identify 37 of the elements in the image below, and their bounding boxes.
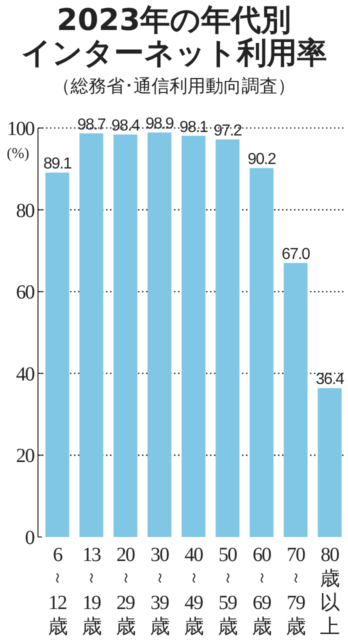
x-tick-label: 30～39歳 — [150, 544, 170, 638]
y-tick-label: 80 — [16, 200, 35, 222]
data-label: 67.0 — [282, 246, 310, 263]
data-label: 36.4 — [316, 371, 345, 388]
data-label: 98.1 — [180, 118, 208, 136]
bar — [113, 134, 138, 537]
x-tick-label: 6～12歳 — [48, 544, 68, 638]
x-tick-label: 70～79歳 — [286, 544, 306, 638]
bar — [216, 139, 240, 537]
x-tick-label: 80歳以上 — [320, 544, 340, 638]
y-tick-label: 0 — [25, 527, 35, 549]
data-label: 89.1 — [43, 156, 72, 173]
bar — [79, 133, 104, 537]
bar — [182, 136, 206, 537]
bar — [250, 168, 274, 537]
chart-title: 2023年の年代別 — [56, 3, 292, 38]
x-tick-label: 50～59歳 — [218, 544, 238, 638]
data-label: 98.9 — [145, 116, 174, 132]
bar — [318, 388, 342, 537]
data-label: 98.7 — [77, 116, 106, 134]
data-label: 90.2 — [248, 151, 276, 168]
y-tick-label: 20 — [16, 445, 35, 468]
x-tick-label: 13～19歳 — [82, 544, 102, 638]
data-label: 98.4 — [111, 118, 140, 135]
y-tick-label: 100 — [7, 118, 35, 140]
x-tick-label: 60～69歳 — [252, 544, 272, 638]
chart-subtitle: インターネット利用率 — [21, 36, 327, 71]
x-tick-label: 40～49歳 — [184, 544, 204, 638]
bar — [45, 172, 70, 537]
bar — [284, 262, 308, 537]
y-tick-label: 60 — [16, 282, 35, 304]
y-tick-label: 40 — [16, 363, 35, 386]
data-label: 97.2 — [214, 122, 242, 140]
y-axis-title: (%) — [6, 146, 30, 162]
text: （総務省･通信利用動向調査） — [52, 76, 296, 97]
bar — [148, 132, 172, 537]
x-tick-label: 20～29歳 — [116, 544, 136, 638]
